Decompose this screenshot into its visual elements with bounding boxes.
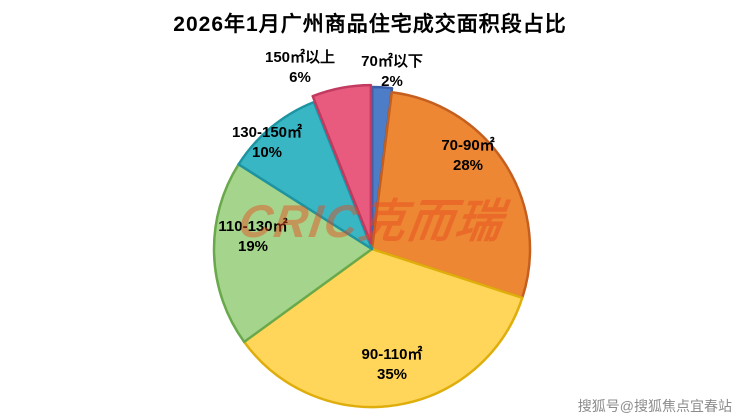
pie-slice-1 <box>370 91 532 300</box>
chart-title: 2026年1月广州商品住宅成交面积段占比 <box>173 13 567 36</box>
pie-slices-group <box>212 83 532 409</box>
pie-slice-4 <box>237 100 374 251</box>
pie-slice-5 <box>311 83 373 245</box>
sohu-watermark: 搜狐号@搜狐焦点宜春站 <box>577 398 732 414</box>
pie-slice-2 <box>242 247 524 409</box>
pie-slice-3 <box>212 163 374 344</box>
